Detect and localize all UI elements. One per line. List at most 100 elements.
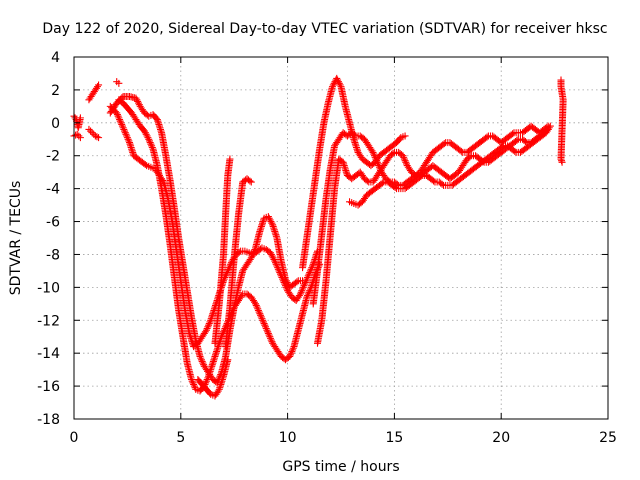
data-point — [206, 318, 214, 326]
series-track-i — [194, 356, 232, 400]
data-point — [117, 119, 125, 127]
data-point — [264, 328, 272, 336]
data-point — [509, 130, 517, 138]
data-point — [278, 273, 286, 281]
data-point — [199, 359, 207, 367]
data-point — [299, 283, 307, 291]
data-point — [417, 173, 425, 181]
data-point — [389, 150, 397, 158]
data-point — [287, 349, 295, 357]
data-point — [298, 287, 306, 295]
data-point — [254, 305, 262, 313]
series-track-p — [476, 122, 552, 147]
data-point — [400, 153, 408, 161]
data-point — [304, 290, 312, 298]
data-point — [293, 278, 301, 286]
data-point — [114, 112, 122, 120]
data-point — [140, 127, 148, 135]
data-point — [297, 288, 305, 296]
x-tick-label: 25 — [599, 430, 617, 446]
x-tick-label: 5 — [176, 430, 185, 446]
data-point — [266, 333, 274, 341]
y-tick-label: 4 — [51, 50, 60, 66]
data-point — [91, 132, 99, 140]
data-point — [198, 357, 206, 365]
data-point — [286, 352, 294, 360]
data-point — [371, 153, 379, 161]
data-point — [246, 255, 254, 263]
data-point — [267, 336, 275, 344]
data-point — [301, 278, 309, 286]
data-point — [403, 160, 411, 168]
data-point — [336, 81, 344, 89]
data-point — [544, 122, 552, 130]
data-point — [268, 219, 276, 227]
data-point — [76, 114, 84, 122]
data-point — [124, 135, 132, 143]
data-point — [262, 323, 270, 331]
data-point — [226, 155, 234, 163]
x-tick-label: 20 — [492, 430, 510, 446]
data-point — [116, 117, 124, 125]
data-point — [134, 97, 142, 105]
data-point — [369, 148, 377, 156]
data-point — [145, 137, 153, 145]
data-point — [268, 252, 276, 260]
data-point — [256, 310, 264, 318]
data-point — [72, 131, 80, 139]
y-tick-label: 0 — [51, 116, 60, 132]
data-point — [329, 81, 337, 89]
data-point — [189, 379, 197, 387]
data-point — [373, 157, 381, 165]
data-point — [250, 298, 258, 306]
grid-lines — [74, 57, 608, 419]
data-point — [113, 109, 121, 117]
data-point — [289, 344, 297, 352]
x-axis-label: GPS time / hours — [282, 459, 399, 475]
data-point — [187, 376, 195, 384]
data-point — [303, 293, 311, 301]
data-point — [457, 147, 465, 155]
data-point — [145, 135, 153, 143]
data-point — [273, 262, 281, 270]
data-point — [197, 356, 205, 364]
data-point — [87, 127, 95, 135]
data-point — [279, 277, 287, 285]
data-point — [372, 155, 380, 163]
data-point — [401, 157, 409, 165]
data-point — [123, 134, 131, 142]
data-point — [259, 316, 267, 324]
data-point — [252, 301, 260, 309]
data-point — [280, 278, 288, 286]
data-point — [304, 292, 312, 300]
x-tick-label: 0 — [70, 430, 79, 446]
data-point — [543, 123, 551, 131]
y-axis-label: SDTVAR / TECUs — [8, 181, 24, 296]
data-point — [498, 143, 506, 151]
data-point — [430, 177, 438, 185]
y-tick-label: -14 — [37, 346, 60, 362]
data-point — [204, 374, 212, 382]
data-point — [334, 78, 342, 86]
series-track-j — [211, 155, 234, 347]
data-point — [267, 218, 275, 226]
data-point — [296, 290, 304, 298]
data-point — [276, 269, 284, 277]
data-point — [257, 311, 265, 319]
data-point — [368, 147, 376, 155]
series-track-f — [106, 92, 307, 387]
data-point — [370, 152, 378, 160]
data-point — [202, 326, 210, 334]
data-point — [203, 376, 211, 384]
data-point — [93, 83, 101, 91]
data-point — [275, 267, 283, 275]
data-point — [196, 352, 204, 360]
series-track-b — [70, 130, 84, 142]
data-point — [73, 130, 81, 138]
data-point — [267, 334, 275, 342]
data-point — [272, 260, 280, 268]
data-point — [224, 356, 232, 364]
data-point — [120, 125, 128, 133]
data-point — [115, 79, 123, 87]
data-point — [281, 282, 289, 290]
